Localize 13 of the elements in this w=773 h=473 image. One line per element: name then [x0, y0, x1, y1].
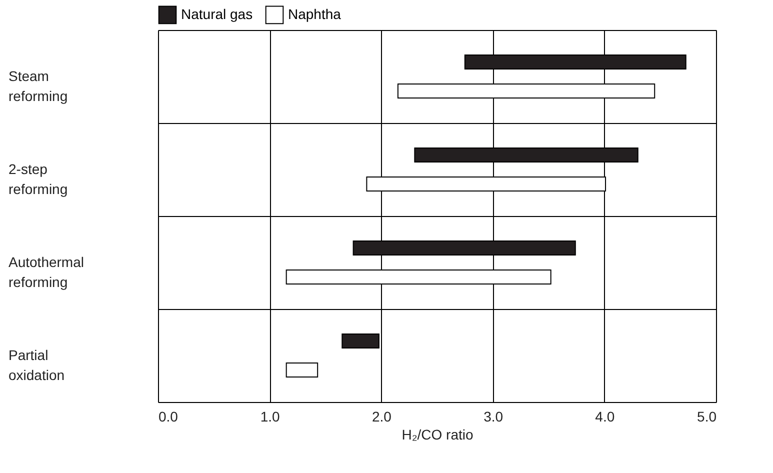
y-tick-label: Steam reforming	[8, 68, 68, 104]
x-tick-label: 5.0	[697, 408, 717, 424]
y-tick-label: 2-step reforming	[8, 161, 68, 197]
x-tick-label: 3.0	[484, 408, 504, 424]
x-tick-label: 1.0	[260, 408, 280, 424]
x-axis-title: H₂/CO ratio	[402, 426, 474, 442]
y-tick-label: Partial oxidation	[8, 347, 65, 383]
x-tick-label: 2.0	[372, 408, 392, 424]
y-tick-label: Autothermal reforming	[8, 254, 84, 290]
legend-label: Naphtha	[288, 6, 342, 22]
x-tick-label: 4.0	[595, 408, 615, 424]
legend-label: Natural gas	[181, 6, 253, 22]
x-tick-label: 0.0	[158, 408, 178, 424]
